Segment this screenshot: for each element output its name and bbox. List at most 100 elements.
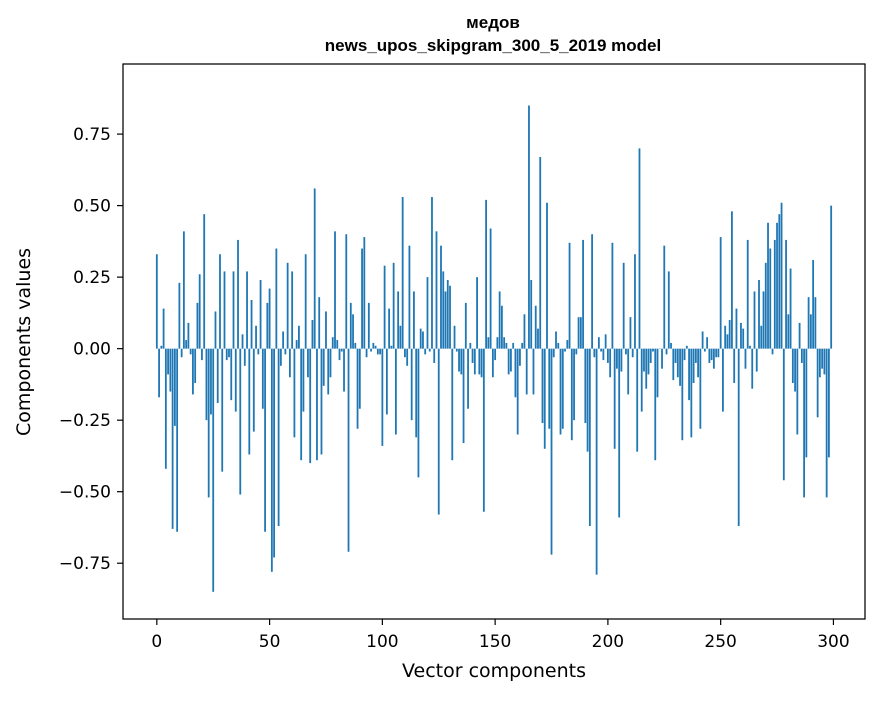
- bar-73: [321, 349, 323, 455]
- bar-246: [711, 349, 713, 360]
- bar-239: [695, 349, 697, 363]
- bar-293: [817, 349, 819, 418]
- bar-57: [284, 349, 286, 355]
- bar-144: [481, 349, 483, 378]
- bar-93: [366, 349, 368, 358]
- bar-253: [727, 334, 729, 348]
- bar-12: [183, 231, 185, 348]
- bar-210: [630, 317, 632, 348]
- bar-233: [681, 349, 683, 441]
- bar-204: [616, 349, 618, 369]
- x-tick-label: 150: [479, 632, 511, 652]
- bar-19: [199, 274, 201, 348]
- bar-28: [219, 254, 221, 348]
- bar-178: [557, 343, 559, 349]
- x-tick-label: 250: [704, 632, 736, 652]
- bar-222: [657, 349, 659, 398]
- bar-235: [686, 346, 688, 349]
- bar-168: [535, 306, 537, 349]
- bar-84: [345, 234, 347, 348]
- bar-132: [454, 326, 456, 349]
- bar-263: [749, 346, 751, 349]
- bar-177: [555, 331, 557, 348]
- bar-38: [242, 334, 244, 348]
- bar-153: [501, 306, 503, 349]
- bar-191: [587, 349, 589, 452]
- bar-282: [792, 349, 794, 383]
- bar-22: [206, 349, 208, 421]
- bar-189: [582, 240, 584, 349]
- bar-258: [738, 349, 740, 526]
- bar-271: [767, 223, 769, 349]
- bar-94: [368, 303, 370, 349]
- bar-119: [424, 349, 426, 355]
- bar-192: [589, 349, 591, 526]
- bar-113: [411, 349, 413, 421]
- bar-275: [776, 223, 778, 349]
- bar-112: [409, 246, 411, 349]
- bar-130: [449, 286, 451, 349]
- bar-172: [544, 349, 546, 449]
- bar-50: [269, 289, 271, 349]
- bar-105: [393, 263, 395, 349]
- bar-142: [476, 277, 478, 349]
- bar-143: [478, 349, 480, 375]
- bar-66: [305, 254, 307, 348]
- bar-185: [573, 349, 575, 421]
- bar-88: [354, 343, 356, 349]
- bar-80: [336, 340, 338, 349]
- bar-2: [160, 346, 162, 349]
- bar-274: [774, 240, 776, 349]
- bar-162: [521, 343, 523, 349]
- bar-166: [530, 280, 532, 349]
- y-tick-label: 0.75: [73, 125, 111, 145]
- bar-134: [458, 349, 460, 372]
- bar-72: [318, 297, 320, 348]
- bar-266: [756, 349, 758, 372]
- bar-9: [176, 349, 178, 532]
- bar-176: [553, 349, 555, 358]
- bar-297: [826, 349, 828, 498]
- bar-30: [224, 271, 226, 348]
- bar-21: [203, 214, 205, 348]
- bar-70: [314, 188, 316, 348]
- bar-116: [418, 349, 420, 478]
- bar-71: [316, 349, 318, 461]
- bar-175: [551, 349, 553, 555]
- bar-219: [650, 349, 652, 363]
- bar-272: [769, 249, 771, 349]
- bar-81: [339, 349, 341, 360]
- bar-63: [298, 326, 300, 349]
- bar-152: [499, 291, 501, 348]
- bar-131: [451, 349, 453, 461]
- bar-279: [785, 240, 787, 349]
- bar-41: [248, 349, 250, 455]
- y-tick-label: −0.50: [59, 483, 111, 503]
- bar-14: [188, 323, 190, 349]
- bar-4: [165, 349, 167, 469]
- bar-167: [533, 349, 535, 395]
- bar-122: [431, 197, 433, 349]
- bar-291: [812, 260, 814, 349]
- bar-62: [296, 340, 298, 349]
- bar-190: [584, 349, 586, 423]
- bar-127: [442, 271, 444, 348]
- bar-211: [632, 349, 634, 358]
- bar-277: [781, 203, 783, 349]
- bar-43: [253, 349, 255, 432]
- bar-186: [575, 349, 577, 355]
- bar-31: [226, 349, 228, 360]
- bar-23: [208, 349, 210, 498]
- bar-11: [181, 349, 183, 358]
- bar-106: [395, 349, 397, 435]
- bar-158: [512, 343, 514, 349]
- bar-244: [706, 337, 708, 348]
- bar-288: [805, 349, 807, 458]
- bar-103: [388, 309, 390, 349]
- bar-33: [230, 349, 232, 400]
- bar-278: [783, 349, 785, 481]
- bar-248: [715, 349, 717, 358]
- bar-268: [760, 326, 762, 349]
- bar-245: [708, 349, 710, 363]
- bar-183: [569, 243, 571, 349]
